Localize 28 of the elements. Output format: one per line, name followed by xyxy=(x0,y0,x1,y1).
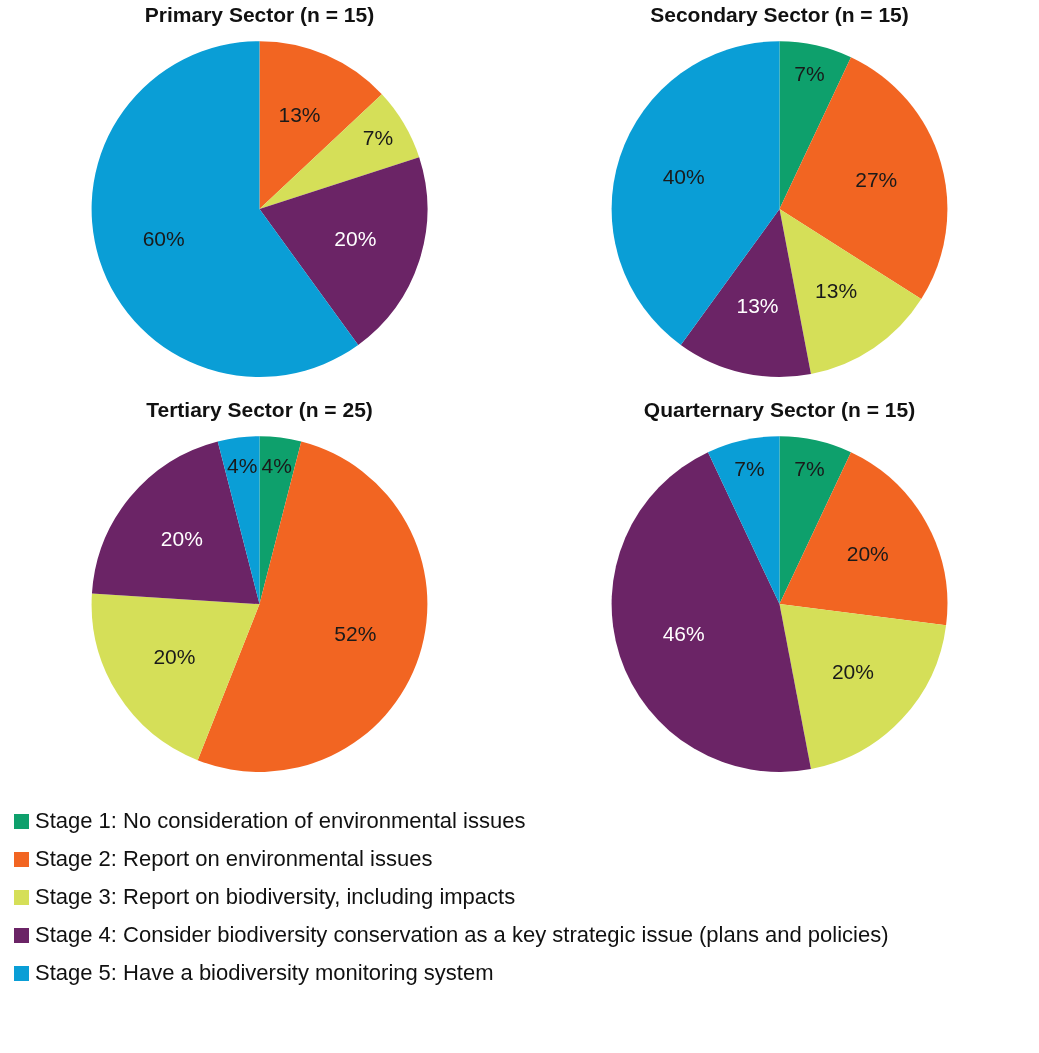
data-label: 60% xyxy=(142,227,185,251)
legend-label: Stage 4: Consider biodiversity conservation as a key strategic issue (plans and policies) xyxy=(35,922,889,948)
data-label: 7% xyxy=(362,125,394,149)
legend-label: Stage 3: Report on biodiversity, including impacts xyxy=(35,884,516,910)
data-label: 13% xyxy=(736,294,779,318)
data-label: 7% xyxy=(794,61,825,85)
chart-title: Tertiary Sector (n = 25) xyxy=(146,398,373,422)
chart-title: Secondary Sector (n = 15) xyxy=(650,3,909,27)
chart-title: Primary Sector (n = 15) xyxy=(144,3,375,27)
data-label: 46% xyxy=(662,622,705,646)
legend-label: Stage 1: No consideration of environmental issues xyxy=(35,808,526,834)
legend-label: Stage 2: Report on environmental issues xyxy=(35,846,433,872)
data-label: 7% xyxy=(734,456,765,480)
chart-title: Quarternary Sector (n = 15) xyxy=(643,398,916,422)
data-label: 20% xyxy=(153,644,196,668)
data-label: 40% xyxy=(662,164,705,188)
data-label: 27% xyxy=(855,167,898,191)
data-label: 20% xyxy=(160,526,203,550)
data-label: 4% xyxy=(227,454,258,478)
data-label: 20% xyxy=(334,227,377,251)
data-label: 52% xyxy=(334,622,377,646)
legend-label: Stage 5: Have a biodiversity monitoring system xyxy=(35,960,494,986)
data-label: 13% xyxy=(815,279,858,303)
data-label: 20% xyxy=(831,659,874,683)
data-label: 20% xyxy=(846,542,889,566)
data-label: 4% xyxy=(261,454,292,478)
data-label: 13% xyxy=(278,103,321,127)
data-label: 7% xyxy=(794,456,825,480)
